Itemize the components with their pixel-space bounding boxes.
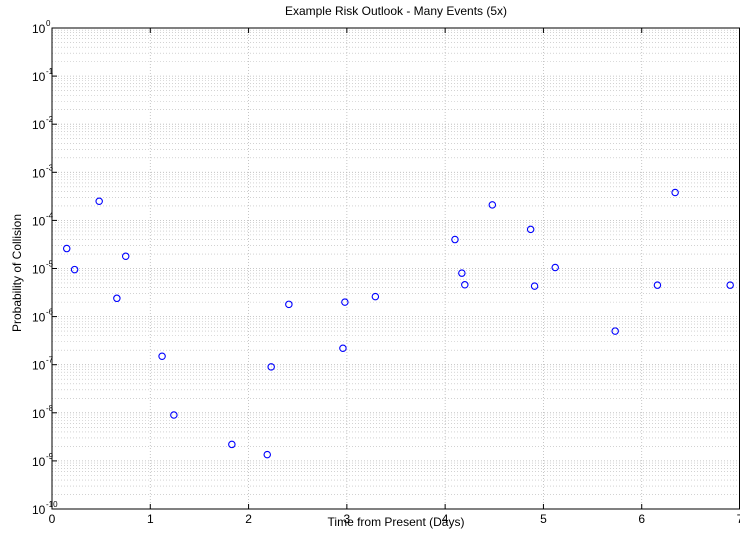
y-tick-label: 10 -8 [32,404,54,421]
x-axis-label: Time from Present (Days) [328,515,465,529]
y-tick-label: 10 0 [32,19,51,36]
data-point [341,298,349,306]
y-tick-label: 10 -9 [32,452,54,469]
y-tick-base: 10 [32,359,46,373]
y-tick-base: 10 [32,70,46,84]
y-tick-label: 10 -7 [32,356,54,373]
y-tick-exponent: -1 [46,67,54,76]
data-point [228,440,236,449]
x-tick-label: 5 [540,512,547,526]
y-tick-base: 10 [32,22,46,36]
x-tick-label: 6 [638,512,645,526]
data-point [653,281,662,289]
x-tick-label: 4 [442,512,449,526]
data-point [726,281,734,289]
y-tick-label: 10 -5 [32,260,54,277]
y-tick-label: 10 -2 [32,115,54,132]
y-tick-exponent: -2 [46,115,54,124]
y-tick-base: 10 [32,503,46,517]
y-tick-base: 10 [32,214,46,228]
y-tick-base: 10 [32,311,46,325]
data-point [267,363,275,371]
y-tick-exponent: -3 [46,163,54,172]
data-point [451,235,459,244]
y-tick-exponent: -6 [46,308,54,317]
y-tick-label: 10 -6 [32,308,54,325]
chart-title: Example Risk Outlook - Many Events (5x) [285,4,507,18]
y-tick-base: 10 [32,407,46,421]
data-point [170,411,178,419]
plot-axes [51,27,740,510]
grid-lines [51,27,740,510]
x-tick-label: 2 [245,512,252,526]
data-point [458,269,466,277]
data-point [551,263,559,272]
data-point [530,282,539,290]
data-point [158,352,166,360]
y-tick-exponent: -9 [46,452,54,461]
data-point [113,294,121,303]
y-tick-label: 10 -3 [32,163,54,180]
y-tick-base: 10 [32,118,46,132]
data-point [70,265,79,274]
x-tick-label: 3 [344,512,351,526]
y-tick-exponent: -5 [46,260,54,269]
x-tick-label: 0 [49,512,56,526]
data-points [62,188,734,459]
data-point [671,188,679,197]
y-tick-label: 10 -4 [32,211,54,228]
data-point [263,450,271,459]
y-tick-base: 10 [32,166,46,180]
tick-labels: 0123456710010-110-210-310-410-510-610-71… [32,19,740,526]
data-point [95,197,103,206]
y-tick-base: 10 [32,263,46,277]
y-axis-label: Probability of Collision [10,214,24,332]
y-tick-label: 10 -1 [32,67,54,84]
data-point [611,327,619,335]
y-tick-exponent: -8 [46,404,54,413]
data-point [285,300,293,309]
data-point [488,201,497,209]
data-point [339,344,347,352]
y-tick-exponent: -4 [46,211,54,220]
plot-frame [51,27,740,510]
data-point [461,280,469,289]
data-point [371,292,380,301]
data-point [121,252,130,260]
y-tick-exponent: -10 [46,500,58,509]
x-tick-label: 1 [147,512,154,526]
y-tick-exponent: -7 [46,356,54,365]
y-tick-label: 10 -10 [32,500,58,517]
data-point [62,244,71,253]
data-point [526,225,535,234]
y-tick-base: 10 [32,455,46,469]
y-tick-exponent: 0 [46,19,51,28]
x-tick-label: 7 [737,512,740,526]
